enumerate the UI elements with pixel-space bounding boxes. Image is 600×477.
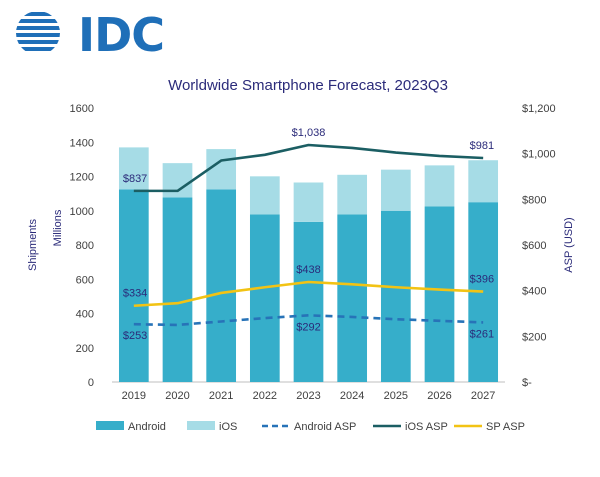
y-right-tick-label: $400 [522, 286, 546, 298]
data-label: $292 [296, 321, 320, 333]
data-label: $981 [470, 140, 494, 152]
bar-ios [206, 149, 237, 190]
x-tick-label: 2023 [296, 390, 320, 402]
y-left-tick-label: 1000 [70, 206, 94, 218]
data-label: $334 [123, 288, 147, 300]
bar-android [293, 221, 324, 382]
y-left-tick-label: 200 [76, 343, 94, 355]
y-left-tick-label: 1400 [70, 137, 94, 149]
x-tick-label: 2025 [384, 390, 408, 402]
y-right-tick-label: $1,200 [522, 103, 556, 115]
line-sp-asp [133, 280, 484, 308]
line-ios-asp [133, 143, 484, 193]
data-label: $438 [296, 264, 320, 276]
bar-android [206, 189, 237, 382]
y-left-unit-label: Millions [52, 209, 64, 246]
bar-ios [162, 163, 193, 198]
legend-label-ios: iOS [219, 421, 237, 433]
legend-label-ios-asp: iOS ASP [405, 421, 448, 433]
bar-android [337, 214, 368, 382]
bar-ios [468, 160, 499, 203]
y-left-tick-label: 1200 [70, 172, 94, 184]
legend-swatch-android [96, 421, 124, 430]
x-tick-label: 2024 [340, 390, 364, 402]
y-left-tick-label: 0 [88, 377, 94, 389]
y-right-tick-label: $800 [522, 194, 546, 206]
data-label: $837 [123, 173, 147, 185]
line-android-asp [133, 314, 484, 327]
bar-android [162, 197, 193, 382]
bar-android [249, 214, 280, 382]
bar-ios [380, 169, 411, 211]
y-left-tick-label: 800 [76, 240, 94, 252]
bar-ios [118, 147, 149, 190]
y-right-tick-label: $600 [522, 240, 546, 252]
idc-logo: IDC [14, 8, 165, 60]
logo-text: IDC [78, 8, 165, 62]
bar-ios [249, 176, 280, 215]
y-right-tick-label: $200 [522, 331, 546, 343]
bar-ios [337, 174, 368, 215]
x-tick-label: 2026 [427, 390, 451, 402]
idc-globe-icon [16, 12, 60, 51]
data-label: $261 [470, 328, 494, 340]
x-tick-label: 2021 [209, 390, 233, 402]
y-left-tick-label: 600 [76, 274, 94, 286]
x-tick-label: 2020 [165, 390, 189, 402]
x-tick-label: 2022 [253, 390, 277, 402]
y-left-tick-label: 1600 [70, 103, 94, 115]
bar-ios [293, 182, 324, 222]
legend-label-android: Android [128, 421, 166, 433]
chart-title: Worldwide Smartphone Forecast, 2023Q3 [168, 77, 448, 94]
legend-swatch-ios [187, 421, 215, 430]
y-right-axis-label: ASP (USD) [563, 217, 575, 272]
bar-android [380, 210, 411, 382]
x-tick-label: 2027 [471, 390, 495, 402]
x-tick-label: 2019 [122, 390, 146, 402]
data-label: $1,038 [292, 127, 326, 139]
bar-android [118, 189, 149, 382]
data-label: $396 [470, 274, 494, 286]
y-right-tick-label: $1,000 [522, 149, 556, 161]
legend-label-android-asp: Android ASP [294, 421, 356, 433]
bar-ios [424, 165, 455, 207]
y-right-tick-label: $- [522, 377, 532, 389]
data-label: $253 [123, 330, 147, 342]
bar-android [424, 206, 455, 382]
y-left-axis-label: Shipments [27, 219, 39, 271]
y-left-tick-label: 400 [76, 309, 94, 321]
legend-label-sp-asp: SP ASP [486, 421, 525, 433]
